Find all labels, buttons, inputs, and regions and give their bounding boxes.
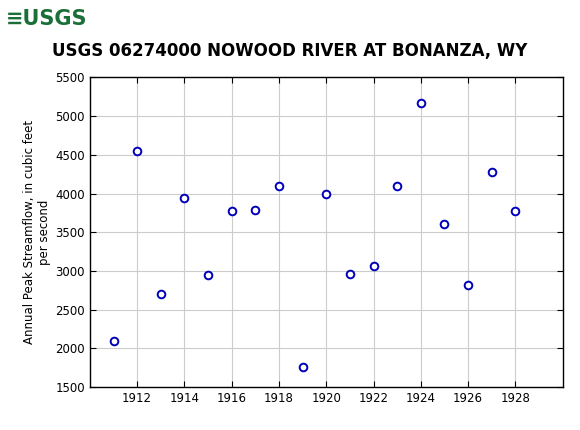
Text: USGS 06274000 NOWOOD RIVER AT BONANZA, WY: USGS 06274000 NOWOOD RIVER AT BONANZA, W… bbox=[52, 42, 528, 60]
Text: ≡USGS: ≡USGS bbox=[6, 9, 88, 29]
Y-axis label: Annual Peak Streamflow, in cubic feet
per second: Annual Peak Streamflow, in cubic feet pe… bbox=[23, 120, 51, 344]
FancyBboxPatch shape bbox=[3, 3, 78, 37]
